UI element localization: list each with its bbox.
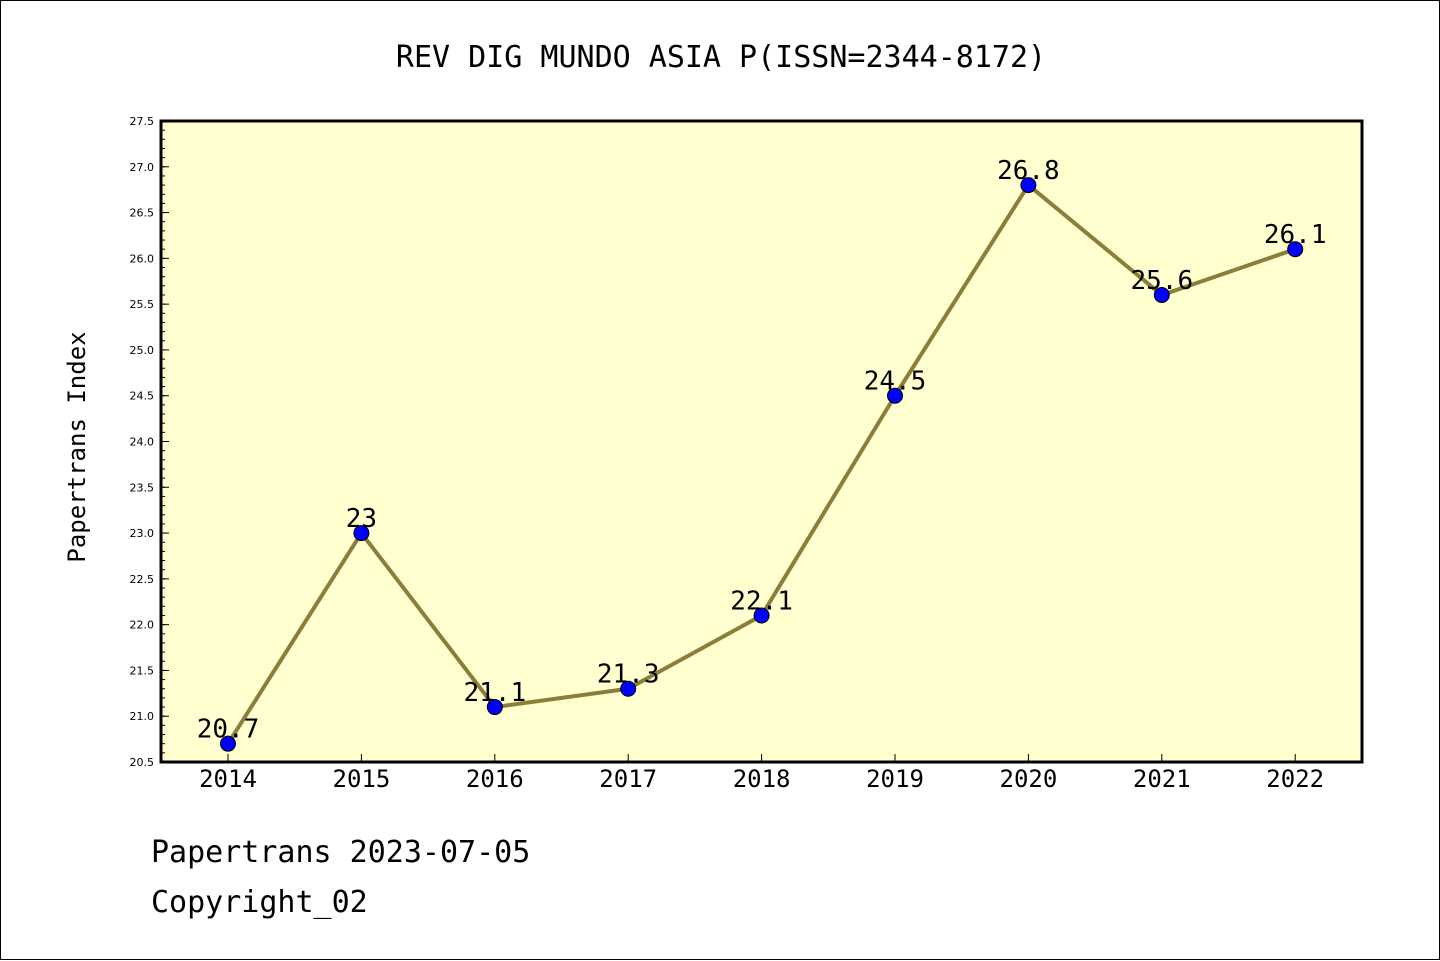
chart-title: REV DIG MUNDO ASIA P(ISSN=2344-8172) [396,40,1046,75]
y-tick-label: 26.5 [130,207,155,220]
data-label: 21.1 [463,678,526,708]
y-tick-label: 25.5 [130,298,155,311]
data-point [1020,177,1037,194]
data-point [220,735,236,752]
x-tick-label: 2018 [733,765,791,793]
data-point [486,699,503,716]
data-labels: 20.7 23 21.1 21.3 22.1 24.5 26.8 25.6 26.1 [197,156,1327,745]
data-point [1153,286,1170,303]
x-tick-label: 2021 [1133,765,1191,793]
x-axis: 2014 2015 2016 2017 2018 2019 2020 2021 2022 [199,754,1324,793]
y-tick-label: 23.5 [130,481,155,494]
y-tick-label: 26.0 [130,252,155,265]
x-tick-label: 2016 [466,765,524,793]
data-point [353,525,370,542]
y-tick-label: 20.5 [130,756,155,769]
data-label: 24.5 [864,367,927,397]
data-label: 23 [346,504,377,534]
series-markers [220,177,1304,752]
y-tick-label: 27.0 [130,161,155,174]
y-tick-label: 22.0 [130,619,155,632]
data-label: 20.7 [197,715,260,745]
y-tick-label: 23.0 [130,527,155,540]
plot-area [161,121,1362,762]
y-tick-label: 24.0 [130,436,155,449]
data-point [887,387,903,404]
plot-frame [159,119,1364,764]
data-label: 26.1 [1264,220,1327,250]
y-tick-label: 22.5 [130,573,155,586]
data-label: 21.3 [597,660,660,690]
data-label: 25.6 [1130,266,1193,296]
footer-source: Papertrans 2023-07-05 [151,835,531,870]
x-tick-label: 2019 [866,765,924,793]
data-point [620,680,637,697]
y-tick-label: 24.5 [130,390,155,403]
data-point [753,607,770,624]
x-tick-label: 2020 [1000,765,1058,793]
y-axis: 20.5 21.0 21.5 22.0 22.5 23.0 23.5 24.0 24.5 25.0… [130,115,169,769]
x-tick-label: 2017 [599,765,657,793]
y-axis-label: Papertrans Index [63,331,91,562]
y-tick-label: 21.5 [130,664,155,677]
y-tick-label: 21.0 [130,710,155,723]
x-tick-label: 2014 [199,765,257,793]
data-point [1287,241,1304,258]
y-tick-label: 27.5 [130,115,155,128]
data-label: 22.1 [730,586,793,616]
y-tick-label: 25.0 [130,344,155,357]
data-label: 26.8 [997,156,1060,186]
x-tick-label: 2015 [333,765,391,793]
x-tick-label: 2022 [1266,765,1324,793]
footer-copyright: Copyright_02 [151,885,368,920]
